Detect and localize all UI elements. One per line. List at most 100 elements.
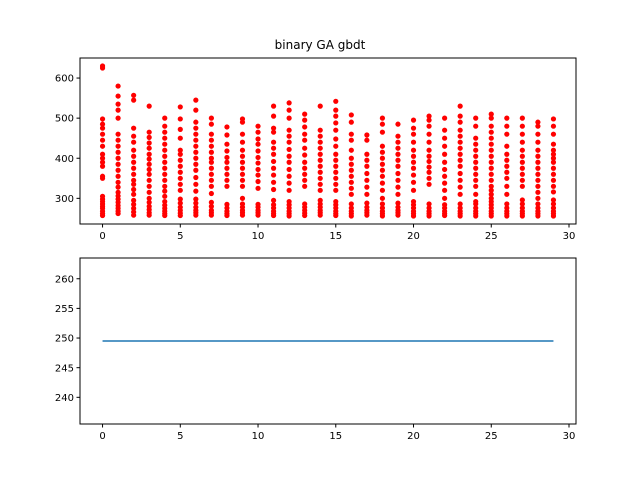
scatter-point [162,171,168,177]
scatter-point [442,187,448,193]
scatter-point [255,201,261,207]
scatter-point [177,187,183,193]
scatter-point [193,181,199,187]
scatter-point [473,205,479,211]
scatter-point [131,125,137,131]
scatter-point [115,193,121,199]
scatter-point [99,116,106,122]
scatter-point [208,131,214,137]
scatter-point [426,169,432,175]
scatter-point [395,139,401,145]
scatter-point [302,145,308,151]
scatter-point [286,198,292,205]
scatter-point [410,159,417,165]
scatter-point [442,135,448,141]
scatter-point [162,153,168,159]
scatter-point [379,155,386,161]
scatter-point [224,124,230,130]
scatter-point [535,159,541,165]
line-x-axis: 0 5 10 15 20 25 30 [99,424,575,442]
scatter-point [177,116,183,122]
scatter-point [473,153,479,159]
scatter-point [177,204,183,210]
scatter-point [410,153,417,159]
scatter-point [504,183,510,189]
line-y-tick-label: 255 [55,304,74,315]
scatter-point [99,163,106,169]
scatter-point [162,188,168,194]
scatter-point [99,121,106,127]
scatter-point [270,202,277,208]
scatter-point [146,151,152,157]
scatter-point [504,191,510,197]
scatter-point [457,157,463,163]
scatter-point [550,147,557,153]
scatter-point [302,111,308,117]
scatter-point [302,117,308,123]
scatter-point [473,191,479,197]
scatter-point [504,163,510,169]
scatter-point [348,161,354,167]
scatter-point [333,98,339,104]
scatter-point [488,115,494,121]
scatter-point [131,97,137,103]
scatter-point [302,201,308,207]
scatter-point [519,139,525,145]
scatter-point [208,177,214,183]
scatter-point [504,201,510,207]
scatter-point [457,145,463,151]
scatter-point [239,171,246,177]
scatter-point [550,171,557,177]
scatter-point [162,193,168,199]
scatter-point [115,115,121,121]
scatter-point [162,183,168,189]
line-y-tick-label: 260 [55,274,74,285]
scatter-point [535,201,541,207]
scatter-point [550,123,557,129]
scatter-point [504,131,510,137]
scatter-point [379,201,386,207]
scatter-point [177,175,183,181]
scatter-point [224,148,230,154]
scatter-point [317,175,323,181]
scatter-point [302,171,308,177]
scatter-point [99,137,106,143]
scatter-point [177,200,183,206]
scatter-x-axis: 0 5 10 15 20 25 30 [99,224,575,242]
scatter-point [348,155,354,161]
scatter-point [162,135,168,141]
scatter-point [131,205,137,211]
line-y-axis: 240 245 250 255 260 [55,274,80,404]
scatter-point [333,163,339,169]
scatter-point [457,127,463,133]
scatter-point [426,205,432,211]
scatter-point [177,104,183,110]
scatter-point [457,103,463,109]
scatter-point [193,149,199,155]
scatter-point [395,200,401,206]
scatter-x-tick-label: 15 [329,231,342,242]
line-x-tick-label: 30 [563,431,576,442]
scatter-point [535,183,541,189]
scatter-point [286,166,292,173]
scatter-point [364,200,370,206]
scatter-point [317,145,323,151]
scatter-point [457,113,463,119]
scatter-point [302,152,308,158]
scatter-point [519,115,525,121]
scatter-point [504,123,510,129]
scatter-point [395,184,401,190]
scatter-point [364,184,370,190]
scatter-point [224,141,230,147]
scatter-point [395,204,401,210]
scatter-point [146,156,152,162]
scatter-point [131,191,137,197]
scatter-point [488,165,494,171]
scatter-point [208,121,214,127]
scatter-point [379,129,386,135]
scatter-point [504,151,510,157]
scatter-point [115,179,121,185]
scatter-point [348,137,354,143]
scatter-point [208,149,214,155]
scatter-point [379,195,386,201]
